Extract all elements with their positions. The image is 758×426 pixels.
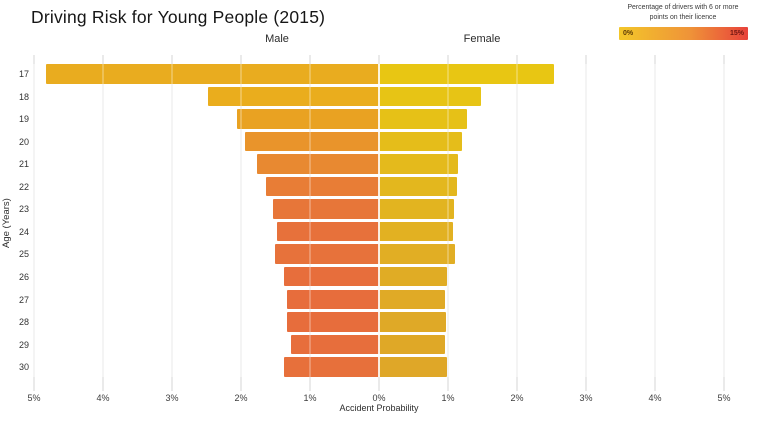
- bar-male-30: [283, 357, 379, 377]
- gridline-overlay: [309, 64, 311, 377]
- age-tick-24: 24: [18, 226, 29, 237]
- legend-gradient-bar: 0% 15%: [619, 27, 748, 40]
- x-tick-7: 2%: [510, 393, 524, 403]
- x-tick-0: 5%: [27, 393, 41, 403]
- x-tick-10: 5%: [717, 393, 731, 403]
- x-tick-3: 2%: [234, 393, 248, 403]
- x-tick-4: 1%: [303, 393, 317, 403]
- gridline-overlay: [171, 64, 173, 377]
- legend-title-line2: points on their licence: [649, 14, 717, 22]
- age-tick-27: 27: [18, 294, 29, 305]
- bar-male-29: [291, 334, 379, 355]
- gridline-overlay: [102, 64, 104, 377]
- zero-axis-line: [378, 64, 380, 377]
- legend-title: Percentage of drivers with 6 or more poi…: [590, 3, 758, 24]
- age-tick-26: 26: [18, 271, 29, 282]
- gridline-overlay: [654, 64, 656, 377]
- bar-male-26: [283, 266, 379, 287]
- age-tick-25: 25: [18, 249, 29, 260]
- bar-male-24: [276, 221, 379, 242]
- bar-male-21: [256, 154, 379, 174]
- group-label-female: Female: [463, 33, 501, 45]
- bar-female-19: [379, 109, 468, 129]
- age-tick-18: 18: [18, 91, 29, 102]
- bar-female-28: [379, 312, 446, 332]
- legend-title-line1: Percentage of drivers with 6 or more: [627, 4, 739, 11]
- bar-male-22: [265, 176, 379, 197]
- y-axis-tick-labels: 17 18 19 20 21 22 23 24 25 26 27 28 29 30: [0, 55, 29, 391]
- bar-female-20: [379, 131, 462, 152]
- bar-male-17: [45, 64, 379, 84]
- gridline-overlay: [240, 64, 242, 377]
- bar-female-25: [379, 244, 455, 264]
- legend-max-label: 15%: [729, 30, 744, 37]
- age-tick-22: 22: [18, 181, 29, 192]
- age-tick-20: 20: [18, 136, 29, 147]
- bar-female-24: [379, 221, 453, 242]
- x-axis-label: Accident Probability: [339, 403, 419, 413]
- bar-female-30: [379, 357, 447, 377]
- bar-female-22: [379, 176, 457, 197]
- bar-male-27: [287, 289, 379, 309]
- bar-female-27: [379, 289, 446, 309]
- gridline-overlay: [585, 64, 587, 377]
- x-tick-1: 4%: [96, 393, 110, 403]
- bar-male-19: [236, 109, 379, 129]
- group-label-male: Male: [265, 33, 289, 45]
- bar-female-29: [379, 334, 445, 355]
- bar-female-17: [379, 64, 555, 84]
- plot-area: [33, 55, 725, 391]
- chart-title: Driving Risk for Young People (2015): [31, 7, 326, 27]
- x-tick-6: 1%: [441, 393, 455, 403]
- bar-female-18: [379, 86, 482, 107]
- legend-min-label: 0%: [623, 30, 634, 37]
- age-tick-28: 28: [18, 317, 29, 328]
- gridline-overlay: [33, 64, 35, 377]
- bar-male-20: [245, 131, 379, 152]
- bar-female-23: [379, 199, 454, 219]
- bar-male-18: [207, 86, 379, 107]
- x-tick-8: 3%: [579, 393, 593, 403]
- age-tick-23: 23: [18, 204, 29, 215]
- bar-female-26: [379, 266, 447, 287]
- gridline-overlay: [723, 64, 725, 377]
- x-tick-2: 3%: [165, 393, 179, 403]
- gridline-overlay: [516, 64, 518, 377]
- x-tick-5: 0%: [372, 393, 386, 403]
- bar-female-21: [379, 154, 458, 174]
- bar-male-28: [286, 312, 379, 332]
- age-tick-17: 17: [18, 69, 29, 79]
- x-axis-tick-labels: 5% 4% 3% 2% 1% 0% 1% 2% 3% 4% 5%: [27, 393, 730, 405]
- age-tick-29: 29: [18, 339, 29, 350]
- age-tick-21: 21: [18, 159, 29, 170]
- gridline-overlay: [447, 64, 449, 377]
- bar-male-25: [274, 244, 379, 264]
- age-tick-30: 30: [18, 362, 29, 373]
- color-legend: Percentage of drivers with 6 or more poi…: [590, 3, 758, 40]
- age-tick-19: 19: [18, 114, 29, 125]
- x-tick-9: 4%: [648, 393, 662, 403]
- bar-male-23: [273, 199, 379, 219]
